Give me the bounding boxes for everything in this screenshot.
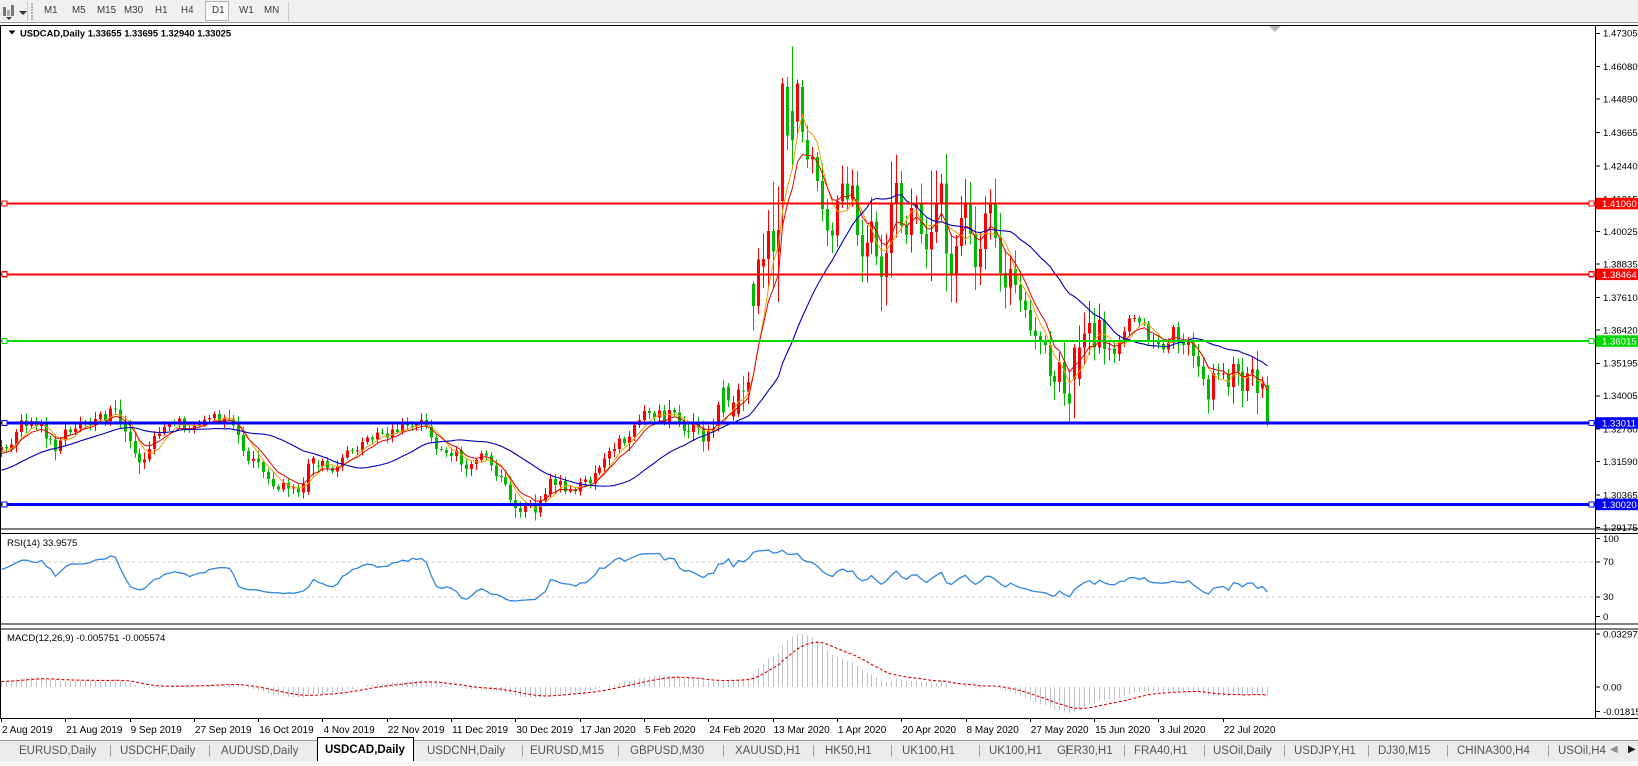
svg-text:1.38464: 1.38464 — [1602, 270, 1637, 281]
svg-text:21 Aug 2019: 21 Aug 2019 — [66, 725, 123, 736]
svg-text:1.38835: 1.38835 — [1603, 260, 1638, 271]
svg-text:1.35195: 1.35195 — [1603, 359, 1638, 370]
svg-text:1.30365: 1.30365 — [1603, 490, 1638, 501]
svg-text:1.46080: 1.46080 — [1603, 62, 1638, 73]
svg-text:16 Oct 2019: 16 Oct 2019 — [259, 725, 314, 736]
svg-text:3 Jul 2020: 3 Jul 2020 — [1159, 725, 1206, 736]
svg-text:1 Apr 2020: 1 Apr 2020 — [838, 725, 887, 736]
svg-text:-0.018154: -0.018154 — [1603, 707, 1638, 718]
svg-text:0.032972: 0.032972 — [1603, 630, 1638, 641]
svg-text:1.41060: 1.41060 — [1602, 199, 1637, 210]
svg-text:13 Mar 2020: 13 Mar 2020 — [774, 725, 831, 736]
svg-text:15 Jun 2020: 15 Jun 2020 — [1095, 725, 1150, 736]
svg-text:27 Sep 2019: 27 Sep 2019 — [195, 725, 252, 736]
svg-text:8 May 2020: 8 May 2020 — [967, 725, 1020, 736]
svg-text:2 Aug 2019: 2 Aug 2019 — [2, 725, 53, 736]
svg-text:70: 70 — [1603, 557, 1614, 568]
svg-text:USDCAD,Daily 1.33655 1.33695: USDCAD,Daily 1.33655 1.33695 1.32940 1.3… — [20, 28, 231, 39]
svg-text:9 Sep 2019: 9 Sep 2019 — [131, 725, 183, 736]
svg-text:100: 100 — [1603, 534, 1619, 545]
svg-text:1.37610: 1.37610 — [1603, 293, 1638, 304]
svg-text:27 May 2020: 27 May 2020 — [1031, 725, 1089, 736]
svg-text:1.42440: 1.42440 — [1603, 161, 1638, 172]
svg-text:30 Dec 2019: 30 Dec 2019 — [516, 725, 573, 736]
svg-text:1.47305: 1.47305 — [1603, 29, 1638, 40]
svg-text:20 Apr 2020: 20 Apr 2020 — [902, 725, 956, 736]
svg-text:30: 30 — [1603, 592, 1614, 603]
svg-text:1.36015: 1.36015 — [1602, 337, 1637, 348]
svg-text:22 Nov 2019: 22 Nov 2019 — [388, 725, 445, 736]
svg-text:1.43665: 1.43665 — [1603, 128, 1638, 139]
svg-text:1.30020: 1.30020 — [1602, 500, 1637, 511]
svg-text:24 Feb 2020: 24 Feb 2020 — [709, 725, 766, 736]
svg-text:1.36420: 1.36420 — [1603, 325, 1638, 336]
svg-text:1.29175: 1.29175 — [1603, 523, 1638, 534]
svg-text:1.44890: 1.44890 — [1603, 95, 1638, 106]
svg-text:1.40025: 1.40025 — [1603, 227, 1638, 238]
svg-text:1.34005: 1.34005 — [1603, 391, 1638, 402]
svg-text:11 Dec 2019: 11 Dec 2019 — [452, 725, 508, 736]
svg-text:1.33011: 1.33011 — [1602, 419, 1636, 430]
svg-text:4 Nov 2019: 4 Nov 2019 — [324, 725, 376, 736]
svg-text:22 Jul 2020: 22 Jul 2020 — [1224, 725, 1276, 736]
svg-text:0.00: 0.00 — [1603, 682, 1622, 693]
svg-text:5 Feb 2020: 5 Feb 2020 — [645, 725, 696, 736]
svg-text:1.31590: 1.31590 — [1603, 457, 1638, 468]
svg-text:1.32780: 1.32780 — [1603, 425, 1638, 436]
svg-text:0: 0 — [1603, 612, 1608, 623]
svg-text:MACD(12,26,9) -0.005751 -0.005: MACD(12,26,9) -0.005751 -0.005574 — [7, 633, 166, 644]
svg-text:17 Jan 2020: 17 Jan 2020 — [581, 725, 636, 736]
svg-text:RSI(14) 33.9575: RSI(14) 33.9575 — [7, 538, 77, 549]
